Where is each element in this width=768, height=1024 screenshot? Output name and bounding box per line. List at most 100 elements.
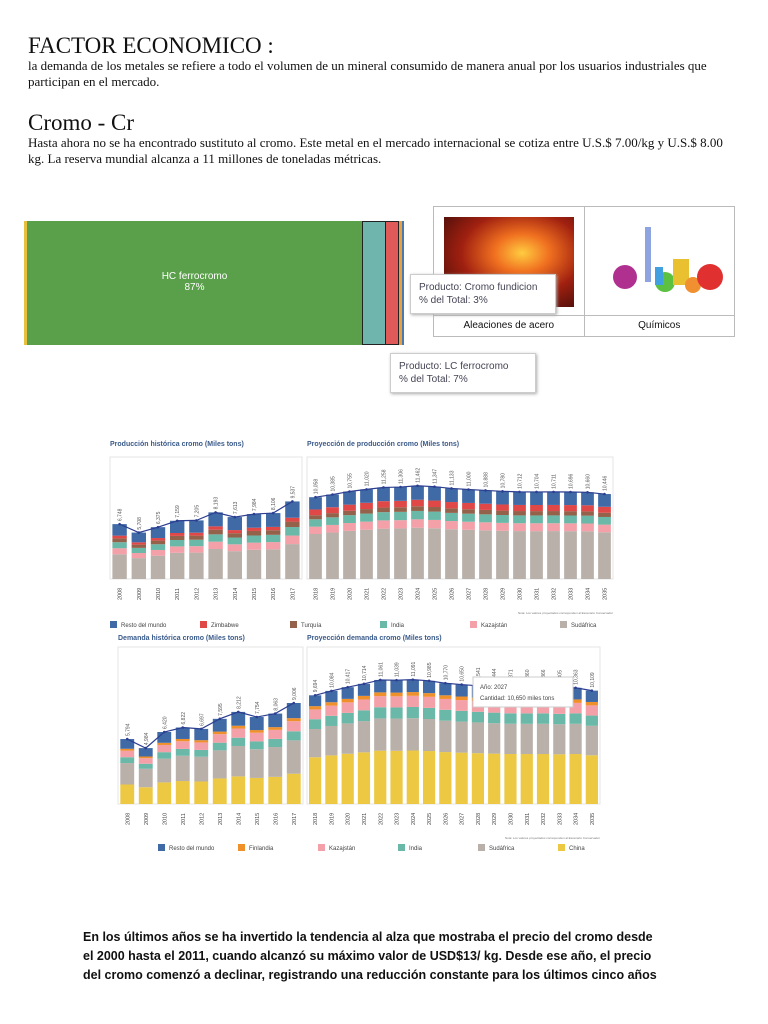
bar-segment-China xyxy=(488,753,501,804)
bar-segment-China xyxy=(422,751,436,804)
x-tick-label: 2017 xyxy=(290,588,296,600)
legend-swatch xyxy=(470,621,477,628)
data-label: 10,888 xyxy=(484,472,490,488)
section-title-cromo: Cromo - Cr xyxy=(28,110,135,135)
x-tick-label: 2031 xyxy=(525,813,531,825)
x-tick-label: 2013 xyxy=(214,588,220,600)
total-point xyxy=(603,492,606,496)
bar-segment-Zimbabwe xyxy=(428,500,441,508)
bar-segment-Sudáfrica xyxy=(325,725,338,756)
bar-segment-Finlandia xyxy=(374,692,387,697)
use-label: Aleaciones de acero xyxy=(434,315,584,336)
bar-segment-Kazajstán xyxy=(581,523,594,532)
total-point xyxy=(501,490,504,493)
data-label: 10,109 xyxy=(590,672,596,688)
bar-segment-Sudáfrica xyxy=(569,723,582,755)
bar-segment-India xyxy=(286,731,301,741)
data-label: 11,061 xyxy=(378,662,384,677)
bar-segment-Kazajstán xyxy=(325,705,338,716)
bar-segment-India xyxy=(471,711,485,723)
total-point xyxy=(460,683,463,686)
bar-segment-India xyxy=(268,738,283,748)
data-label: 11,258 xyxy=(382,469,388,484)
lab-flasks-image xyxy=(612,227,723,293)
bar-segment-India xyxy=(536,713,550,724)
bar-segment-Sudáfrica xyxy=(357,721,371,753)
bar-segment-Turquía xyxy=(598,512,611,517)
legend-swatch xyxy=(158,844,165,851)
total-point xyxy=(518,490,521,494)
bar-segment-India xyxy=(120,757,135,764)
bar-segment-India xyxy=(547,515,560,524)
treemap-orange[interactable] xyxy=(399,221,402,345)
bar-segment-India xyxy=(390,707,403,719)
bar-segment-Kazajstán xyxy=(536,702,550,714)
total-point xyxy=(433,485,436,489)
bar-segment-Turquía xyxy=(377,507,390,513)
bar-segment-Kazajstán xyxy=(227,544,242,552)
bar-segment-Resto del mundo xyxy=(285,501,300,518)
legend-label: Sudáfrica xyxy=(489,846,515,852)
treemap-teal[interactable] xyxy=(362,221,386,345)
total-point xyxy=(586,490,589,494)
bar-segment-China xyxy=(157,782,172,804)
legend-swatch xyxy=(110,621,117,628)
total-point xyxy=(175,519,179,523)
bar-segment-India xyxy=(175,748,190,756)
bar-segment-Zimbabwe xyxy=(326,507,339,514)
data-label: 10,660 xyxy=(586,474,592,490)
bar-segment-India xyxy=(112,542,127,549)
data-label: 11,306 xyxy=(399,469,405,484)
x-tick-label: 2034 xyxy=(586,588,592,600)
x-tick-label: 2031 xyxy=(535,588,541,600)
data-label: 5,794 xyxy=(125,723,131,736)
bar-segment-Resto del mundo xyxy=(445,488,458,503)
bar-segment-Resto del mundo xyxy=(598,494,611,507)
bar-segment-China xyxy=(249,777,264,804)
treemap-lc-ferrocromo[interactable] xyxy=(385,221,399,345)
hc-label: HC ferrocromo xyxy=(161,271,228,282)
total-point xyxy=(395,678,398,682)
use-chemicals: Químicos xyxy=(584,207,734,336)
treemap-hc-ferrocromo[interactable]: HC ferrocromo 87% xyxy=(27,221,362,345)
bar-segment-Sudáfrica xyxy=(462,529,475,579)
treemap-blue[interactable] xyxy=(402,221,404,345)
bar-segment-Turquía xyxy=(530,511,543,516)
bar-segment-Sudáfrica xyxy=(120,763,135,785)
x-tick-label: 2032 xyxy=(552,588,558,600)
x-tick-label: 2020 xyxy=(346,813,352,825)
total-point xyxy=(181,726,185,729)
legend-label: Zimbabwe xyxy=(211,623,239,629)
bar-segment-Turquía xyxy=(462,509,475,514)
data-label: 11,000 xyxy=(467,471,473,486)
bar-segment-Kazajstán xyxy=(343,523,356,531)
data-label: 4,984 xyxy=(144,732,150,745)
bar-segment-Zimbabwe xyxy=(150,538,166,541)
bar-segment-India xyxy=(157,752,172,759)
bar-segment-Sudáfrica xyxy=(488,723,501,754)
bar-segment-Turquía xyxy=(170,535,185,540)
tooltip-cromo-fundicion: Producto: Cromo fundicion % del Total: 3… xyxy=(410,274,556,314)
bar-segment-India xyxy=(326,517,339,525)
bar-segment-Sudáfrica xyxy=(157,758,172,783)
bar-segment-India xyxy=(422,707,436,719)
bar-segment-Resto del mundo xyxy=(564,492,577,506)
bar-segment-Turquía xyxy=(564,511,577,516)
x-tick-label: 2017 xyxy=(292,813,298,825)
bar-segment-Resto del mundo xyxy=(231,711,246,726)
total-point xyxy=(273,712,277,715)
data-label: 9,006 xyxy=(292,687,298,700)
bar-segment-Resto del mundo xyxy=(309,497,322,510)
bar-segment-Resto del mundo xyxy=(455,684,468,697)
x-tick-label: 2015 xyxy=(252,588,258,600)
bar-segment-Kazajstán xyxy=(150,549,166,556)
data-label: 10,650 xyxy=(460,666,466,682)
bar-segment-India xyxy=(479,514,492,523)
factor-paragraph: la demanda de los metales se refiere a t… xyxy=(28,58,707,89)
bar-segment-India xyxy=(513,515,526,524)
chart-note: Nota: Los valores proyectados correspond… xyxy=(518,611,613,615)
bar-segment-Turquía xyxy=(428,507,441,512)
bar-segment-Turquía xyxy=(208,529,223,535)
total-point xyxy=(348,490,351,493)
use-label: Químicos xyxy=(584,315,734,336)
